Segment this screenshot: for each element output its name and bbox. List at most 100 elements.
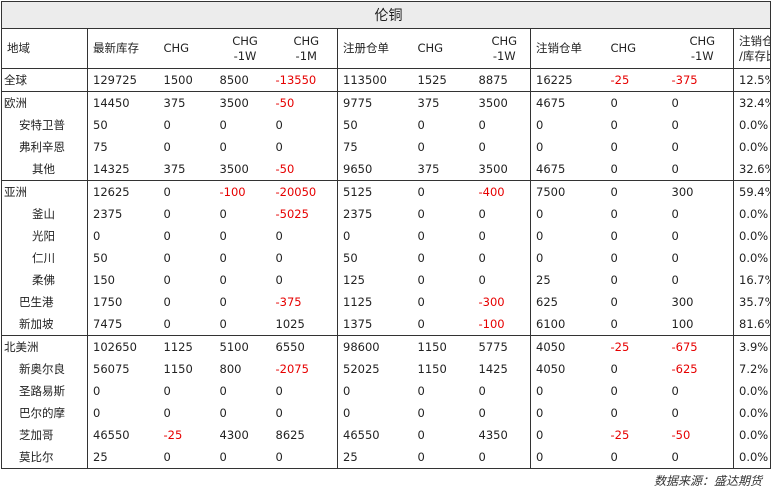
value-cell: 2375 — [337, 203, 413, 225]
value-cell: 800 — [219, 362, 242, 376]
value-cell: -2075 — [275, 362, 309, 376]
value-cell: 0 — [275, 273, 283, 287]
value-cell: -675 — [666, 335, 734, 358]
value-cell: -25 — [610, 428, 630, 442]
value-cell: 0 — [87, 380, 159, 402]
value-cell: 12.5% — [732, 68, 772, 92]
value-cell: 375 — [412, 91, 474, 114]
column-header: CHG — [605, 28, 667, 69]
value-cell: 0 — [478, 273, 486, 287]
value-cell: 5100 — [214, 335, 271, 358]
value-cell: 4675 — [530, 158, 606, 181]
value-cell: 0 — [270, 446, 338, 469]
table-row: 北美洲 102650 1125 5100 6550 98600 1150 5775 4050 -2… — [1, 335, 772, 358]
column-header: 注册仓单 — [337, 28, 413, 69]
value-cell: 4300 — [219, 428, 249, 442]
value-cell: 50 — [337, 114, 413, 136]
value-cell: 2375 — [87, 203, 159, 225]
value-cell: 3500 — [219, 162, 249, 176]
value-cell: 0 — [275, 251, 283, 265]
value-cell: -50 — [270, 91, 338, 114]
value-cell: 0 — [478, 207, 486, 221]
value-cell: 0 — [671, 229, 679, 243]
value-cell: 0 — [417, 384, 425, 398]
value-cell: 0 — [610, 251, 618, 265]
value-cell: 0 — [473, 446, 531, 469]
value-cell: 50 — [337, 247, 413, 269]
value-cell: 0 — [417, 317, 425, 331]
value-cell: 0 — [417, 295, 425, 309]
value-cell: -5025 — [275, 207, 309, 221]
value-cell: 0 — [337, 402, 413, 424]
region-name: 弗利辛恩 — [1, 136, 88, 158]
value-cell: 4050 — [530, 335, 606, 358]
value-cell: 0 — [610, 207, 618, 221]
value-cell: 0.0% — [732, 424, 772, 446]
value-cell: 8500 — [214, 68, 271, 92]
value-cell: 25 — [530, 269, 606, 291]
value-cell: 16225 — [530, 68, 606, 92]
region-name: 莫比尔 — [1, 446, 88, 469]
value-cell: 0 — [163, 406, 171, 420]
value-cell: 375 — [158, 91, 215, 114]
table-row: 新奥尔良 56075 1150 800 -2075 52025 1150 1425 4050 0 -… — [1, 358, 772, 380]
value-cell: 0 — [275, 229, 283, 243]
value-cell: 0 — [666, 446, 734, 469]
value-cell: 1525 — [412, 68, 474, 92]
value-cell: 0 — [417, 406, 425, 420]
value-cell: 0 — [610, 162, 618, 176]
value-cell: 0.0% — [732, 225, 772, 247]
value-cell: 0 — [163, 140, 171, 154]
value-cell: 0 — [530, 424, 606, 446]
column-header: CHG -1W — [473, 28, 531, 69]
value-cell: 1375 — [337, 313, 413, 336]
table-row: 弗利辛恩 75 0 0 0 75 0 0 0 0 0 0.0% — [1, 136, 772, 158]
value-cell: 6550 — [270, 335, 338, 358]
value-cell: 75 — [87, 136, 159, 158]
table-row: 仁川 50 0 0 0 50 0 0 0 0 0 0.0% — [1, 247, 772, 269]
value-cell: -100 — [478, 317, 505, 331]
value-cell: 300 — [666, 180, 734, 203]
region-name: 其他 — [1, 158, 88, 181]
value-cell: 0 — [530, 402, 606, 424]
value-cell: 0 — [530, 114, 606, 136]
region-name: 柔佛 — [1, 269, 88, 291]
value-cell: 0 — [417, 140, 425, 154]
value-cell: 0 — [337, 380, 413, 402]
region-name: 釜山 — [1, 203, 88, 225]
value-cell: 0 — [275, 140, 283, 154]
value-cell: 0.0% — [732, 114, 772, 136]
value-cell: 0 — [417, 118, 425, 132]
value-cell: 113500 — [337, 68, 413, 92]
value-cell: 9650 — [337, 158, 413, 181]
region-name: 欧洲 — [1, 91, 88, 114]
value-cell: 0 — [275, 118, 283, 132]
value-cell: 0 — [163, 295, 171, 309]
value-cell: 0 — [610, 118, 618, 132]
value-cell: 0 — [530, 247, 606, 269]
value-cell: 0 — [605, 91, 667, 114]
value-cell: 32.6% — [732, 158, 772, 181]
value-cell: 0 — [671, 207, 679, 221]
value-cell: 0 — [219, 406, 227, 420]
value-cell: 100 — [671, 317, 694, 331]
value-cell: 150 — [87, 269, 159, 291]
value-cell: 0 — [87, 225, 159, 247]
table-row: 圣路易斯 0 0 0 0 0 0 0 0 0 0 0.0% — [1, 380, 772, 402]
value-cell: 0 — [412, 180, 474, 203]
value-cell: 56075 — [87, 358, 159, 380]
value-cell: 0 — [610, 362, 618, 376]
value-cell: 14325 — [87, 158, 159, 181]
value-cell: 0.0% — [732, 380, 772, 402]
value-cell: 3500 — [214, 91, 271, 114]
value-cell: 4350 — [478, 428, 508, 442]
value-cell: 1750 — [87, 291, 159, 313]
value-cell: 0 — [671, 162, 679, 176]
value-cell: 6100 — [530, 313, 606, 336]
value-cell: 4675 — [530, 91, 606, 114]
table-row: 巴尔的摩 0 0 0 0 0 0 0 0 0 0 0.0% — [1, 402, 772, 424]
value-cell: 1125 — [158, 335, 215, 358]
